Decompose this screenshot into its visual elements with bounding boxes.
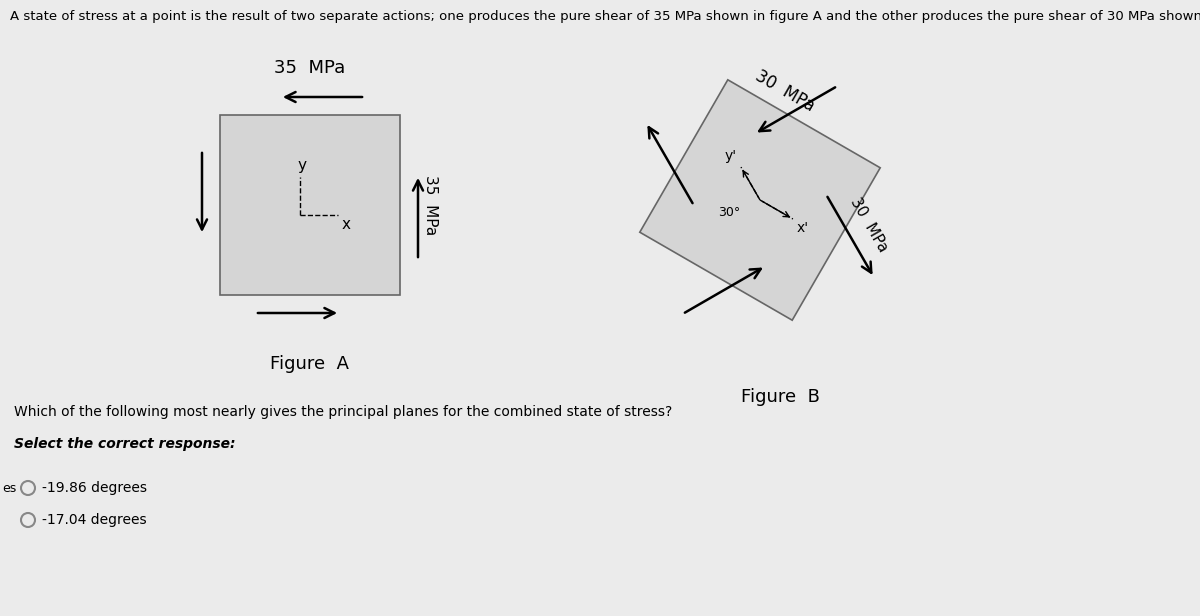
Text: 30  MPa: 30 MPa [752, 67, 818, 115]
Text: 35  MPa: 35 MPa [275, 59, 346, 77]
Text: y: y [298, 158, 306, 173]
Text: x': x' [797, 221, 809, 235]
Text: x: x [342, 217, 352, 232]
Text: Figure  B: Figure B [740, 388, 820, 406]
Text: A state of stress at a point is the result of two separate actions; one produces: A state of stress at a point is the resu… [10, 10, 1200, 23]
Bar [220, 115, 400, 295]
Text: -19.86 degrees: -19.86 degrees [42, 481, 148, 495]
Text: Figure  A: Figure A [270, 355, 349, 373]
Text: Select the correct response:: Select the correct response: [14, 437, 235, 451]
Text: 30  MPa: 30 MPa [847, 195, 890, 255]
Text: 35  MPa: 35 MPa [422, 175, 438, 235]
Text: -17.04 degrees: -17.04 degrees [42, 513, 146, 527]
Polygon shape [640, 80, 881, 320]
Text: y': y' [725, 149, 737, 163]
Text: 30°: 30° [718, 206, 740, 219]
Text: es: es [2, 482, 17, 495]
Text: Which of the following most nearly gives the principal planes for the combined s: Which of the following most nearly gives… [14, 405, 672, 419]
